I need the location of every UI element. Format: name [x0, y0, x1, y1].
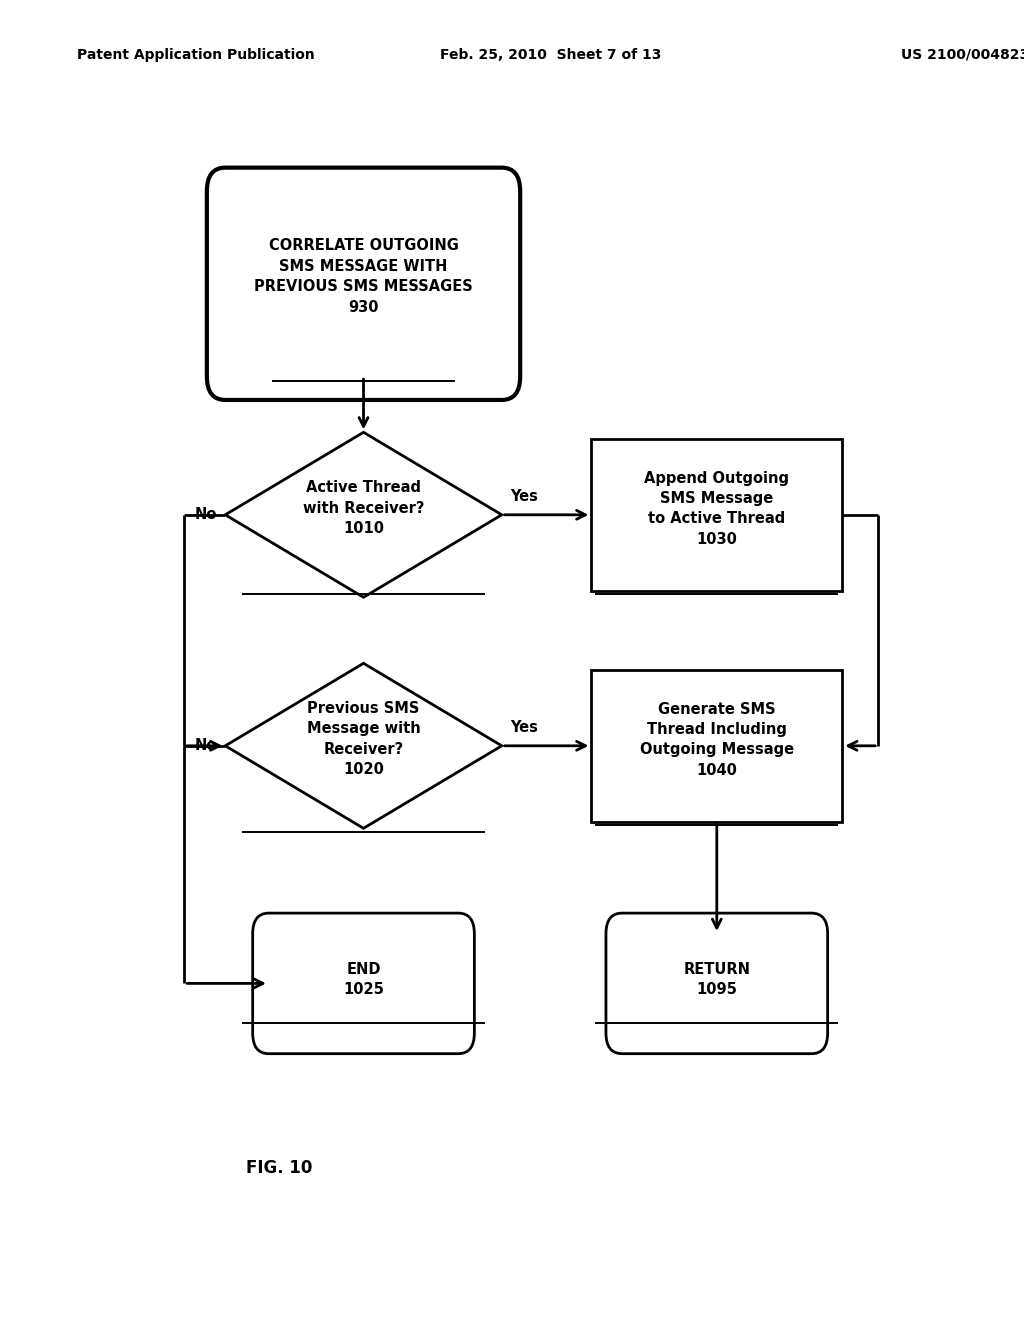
Text: Yes: Yes: [510, 721, 538, 735]
Text: RETURN
1095: RETURN 1095: [683, 962, 751, 997]
Text: No: No: [195, 507, 217, 523]
Text: END
1025: END 1025: [343, 962, 384, 997]
Text: Feb. 25, 2010  Sheet 7 of 13: Feb. 25, 2010 Sheet 7 of 13: [440, 48, 662, 62]
Text: Generate SMS
Thread Including
Outgoing Message
1040: Generate SMS Thread Including Outgoing M…: [640, 702, 794, 777]
Text: Yes: Yes: [510, 490, 538, 504]
FancyBboxPatch shape: [606, 913, 827, 1053]
FancyBboxPatch shape: [207, 168, 520, 400]
Text: Patent Application Publication: Patent Application Publication: [77, 48, 314, 62]
Bar: [591, 438, 842, 591]
Text: Append Outgoing
SMS Message
to Active Thread
1030: Append Outgoing SMS Message to Active Th…: [644, 471, 790, 546]
Text: No: No: [195, 738, 217, 754]
Bar: [591, 671, 842, 821]
Text: CORRELATE OUTGOING
SMS MESSAGE WITH
PREVIOUS SMS MESSAGES
930: CORRELATE OUTGOING SMS MESSAGE WITH PREV…: [254, 239, 473, 314]
FancyBboxPatch shape: [253, 913, 474, 1053]
Text: Previous SMS
Message with
Receiver?
1020: Previous SMS Message with Receiver? 1020: [306, 701, 421, 777]
Polygon shape: [225, 433, 502, 597]
Text: Active Thread
with Receiver?
1010: Active Thread with Receiver? 1010: [303, 480, 424, 536]
Polygon shape: [225, 663, 502, 829]
Text: US 2100/0048231 A1: US 2100/0048231 A1: [901, 48, 1024, 62]
Text: FIG. 10: FIG. 10: [246, 1159, 312, 1177]
